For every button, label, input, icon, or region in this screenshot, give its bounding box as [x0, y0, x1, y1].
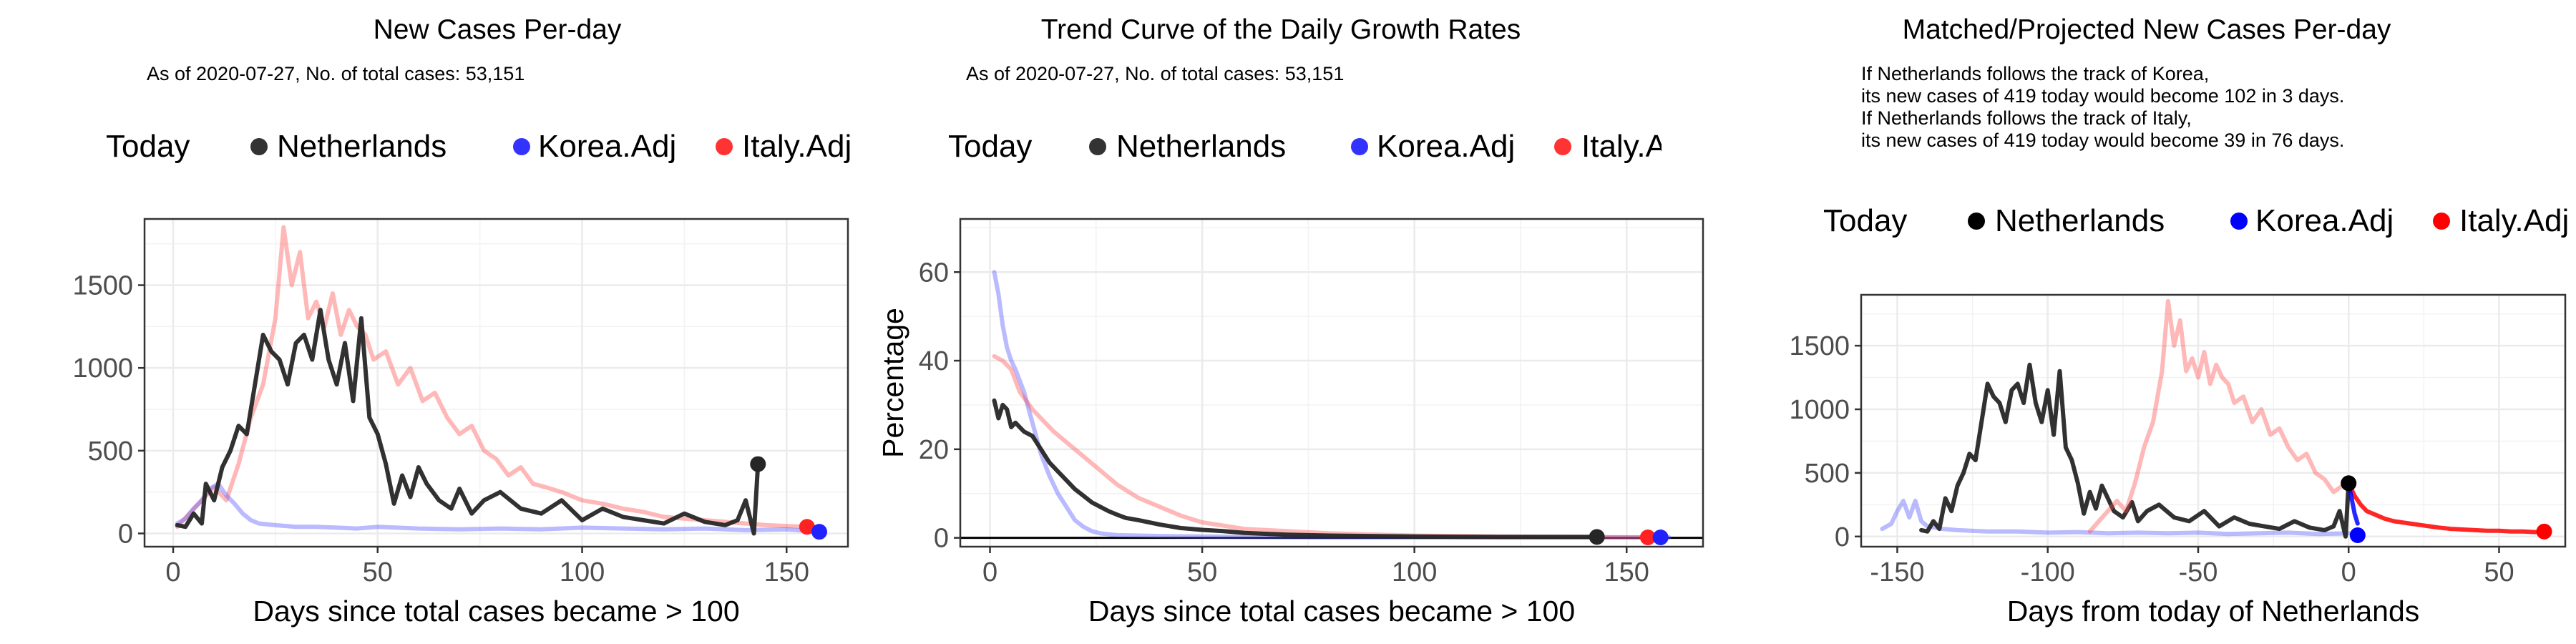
today-point-italy-adj: [2536, 523, 2552, 540]
legend-korea-label: Korea.Adj: [538, 129, 677, 164]
y-tick-label: 0: [934, 524, 949, 554]
chart-title: Trend Curve of the Daily Growth Rates: [1040, 14, 1521, 45]
series-line-italy-adj: [992, 353, 1650, 540]
x-axis-title: Days since total cases became > 100: [1088, 595, 1575, 628]
legend-netherlands-label: Netherlands: [1995, 203, 2165, 238]
legend-italy-label: Italy.Adj: [1581, 129, 1662, 164]
y-tick-label: 20: [919, 435, 949, 465]
legend-italy-marker: [716, 138, 733, 155]
chart-title: Matched/Projected New Cases Per-day: [1902, 14, 2391, 45]
today-point-netherlands: [750, 456, 766, 472]
plot-border: [143, 218, 849, 548]
major-gridlines: [960, 219, 1703, 547]
y-tick-label: 500: [88, 436, 133, 467]
series-line-korea-adj: [1880, 499, 2351, 537]
series-line-italy-adj-projected: [2346, 481, 2547, 535]
plot-border: [1860, 293, 2567, 548]
today-point-korea-adj: [1652, 530, 1669, 546]
today-point-netherlands: [1589, 529, 1605, 545]
legend-korea-label: Korea.Adj: [1377, 129, 1516, 164]
legend-netherlands-marker: [1968, 213, 1985, 230]
today-point-italy-adj: [1639, 530, 1656, 546]
today-point-korea-adj: [2349, 527, 2366, 543]
legend-korea-marker: [2230, 213, 2248, 230]
series-line-netherlands: [175, 308, 761, 536]
chart-plot: 0 50 100 150 0 20 40 60 Days since total cases b…: [877, 218, 1704, 628]
x-tick-label: 50: [1187, 557, 1217, 587]
legend-korea-label: Korea.Adj: [2255, 203, 2394, 238]
legend-italy-marker: [1554, 138, 1571, 155]
x-tick-label: 100: [1392, 557, 1437, 587]
legend-today-label: Today: [106, 129, 190, 164]
legend-netherlands-marker: [1089, 138, 1106, 155]
series-line-netherlands: [992, 398, 1599, 540]
series-line-korea-adj: [992, 270, 1672, 540]
y-tick-label: 60: [919, 258, 949, 288]
chart-subtitle: As of 2020-07-27, No. of total cases: 53…: [966, 63, 1345, 84]
chart-title: New Cases Per-day: [373, 14, 622, 45]
y-tick-label: 40: [919, 346, 949, 376]
legend-netherlands-marker: [250, 138, 268, 155]
y-tick-label: 0: [118, 519, 133, 549]
today-point-korea-adj: [811, 524, 827, 540]
annotation-line: If Netherlands follows the track of Kore…: [1861, 63, 2210, 84]
legend-italy-label: Italy.Adj: [742, 129, 852, 164]
series-line-korea-adj: [175, 482, 821, 535]
projection-annotation: If Netherlands follows the track of Kore…: [1861, 63, 2344, 152]
x-tick-label: 150: [764, 557, 809, 587]
legend-today-label: Today: [1823, 203, 1908, 238]
annotation-line: its new cases of 419 today would become …: [1861, 85, 2345, 107]
series-line-italy-adj: [2087, 298, 2351, 534]
legend: Today Netherlands Korea.Adj Italy.Adj: [1821, 197, 2576, 240]
x-tick-label: 50: [363, 557, 393, 587]
annotation-line: its new cases of 419 today would become …: [1861, 130, 2345, 151]
series-line-italy-adj: [175, 225, 809, 530]
legend-today-label: Today: [948, 129, 1033, 164]
chart-subtitle: As of 2020-07-27, No. of total cases: 53…: [147, 63, 525, 84]
today-point-netherlands: [2341, 475, 2357, 492]
x-tick-label: 0: [2341, 557, 2356, 587]
chart-panel-growth-rates: Trend Curve of the Daily Growth Rates As…: [859, 0, 1717, 644]
x-tick-label: -100: [2021, 557, 2075, 587]
x-tick-label: 100: [560, 557, 605, 587]
y-tick-label: 0: [1835, 522, 1850, 552]
legend-korea-marker: [513, 138, 530, 155]
plot-border: [959, 218, 1704, 548]
legend-korea-marker: [1351, 138, 1368, 155]
legend: Today Netherlands Korea.Adj Italy.Adj: [946, 123, 1662, 166]
chart-panel-projected: Matched/Projected New Cases Per-day If N…: [1717, 0, 2576, 644]
legend: Today Netherlands Korea.Adj Italy.Adj: [104, 123, 862, 166]
y-tick-label: 500: [1805, 459, 1850, 489]
x-tick-label: -50: [2179, 557, 2218, 587]
series-line-netherlands: [1919, 362, 2351, 539]
legend-netherlands-label: Netherlands: [277, 129, 447, 164]
x-tick-label: 50: [2484, 557, 2514, 587]
x-axis-title: Days since total cases became > 100: [253, 595, 739, 628]
y-tick-label: 1500: [72, 271, 133, 301]
x-tick-label: 150: [1604, 557, 1649, 587]
major-gridlines: [1861, 295, 2565, 547]
y-axis-title: Percentage: [877, 308, 909, 458]
legend-italy-label: Italy.Adj: [2459, 203, 2570, 238]
chart-panel-new-cases: New Cases Per-day As of 2020-07-27, No. …: [0, 0, 859, 644]
x-tick-label: 0: [165, 557, 180, 587]
major-gridlines: [145, 219, 848, 547]
x-tick-label: 0: [982, 557, 997, 587]
legend-italy-marker: [2433, 213, 2450, 230]
today-point-italy-adj: [799, 519, 815, 535]
x-tick-label: -150: [1870, 557, 1924, 587]
annotation-line: If Netherlands follows the track of Ital…: [1861, 107, 2192, 129]
x-axis-title: Days from today of Netherlands: [2007, 595, 2420, 628]
minor-gridlines: [1861, 295, 2565, 547]
y-tick-label: 1000: [72, 353, 133, 384]
y-tick-label: 1000: [1789, 395, 1850, 425]
y-tick-label: 1500: [1789, 331, 1850, 361]
minor-gridlines: [145, 219, 848, 547]
minor-gridlines: [960, 219, 1703, 547]
legend-netherlands-label: Netherlands: [1116, 129, 1287, 164]
